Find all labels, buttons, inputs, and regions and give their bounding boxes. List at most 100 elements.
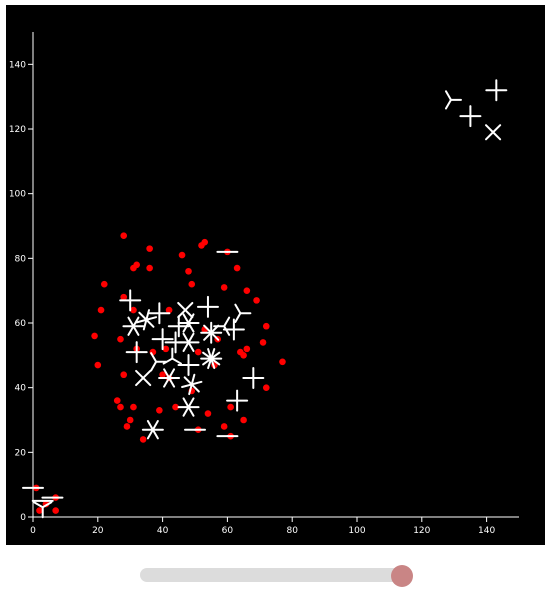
data-point	[165, 306, 173, 314]
glyph-ray	[127, 325, 135, 336]
slider-thumb[interactable]	[391, 565, 413, 587]
glyph-ray	[145, 318, 155, 328]
cluster-glyph	[177, 397, 200, 417]
slider-track[interactable]	[140, 568, 402, 582]
glyph-ray	[182, 406, 190, 417]
glyph-ray	[234, 312, 242, 323]
glyph-ray	[168, 376, 176, 388]
cluster-glyph	[33, 501, 53, 519]
glyph-ray	[142, 318, 148, 331]
time-slider[interactable]	[140, 565, 413, 587]
data-point	[259, 339, 267, 346]
cluster-glyph	[181, 373, 203, 396]
glyph-ray	[223, 316, 231, 328]
x-tick-label: 0	[30, 526, 36, 536]
glyph-ray	[223, 325, 231, 336]
cluster-glyph	[242, 366, 265, 389]
data-point	[194, 348, 202, 356]
data-point	[188, 280, 196, 288]
glyph-ray	[177, 301, 187, 312]
cluster-glyph	[444, 90, 462, 110]
glyph-ray	[150, 352, 158, 363]
scatter-chart: 0 20 40 60 80 100 120 140 0 20 40 60 80 100 120 140	[9, 32, 519, 536]
glyph-ray	[171, 357, 182, 365]
glyph-ray	[184, 309, 194, 319]
glyph-ray	[485, 131, 495, 141]
glyph-ray	[444, 90, 452, 101]
cluster-glyph	[148, 302, 171, 325]
data-point	[220, 284, 228, 291]
glyph-ray	[135, 318, 148, 324]
data-point	[97, 306, 105, 314]
glyph-ray	[182, 332, 190, 344]
plot-panel: 0 20 40 60 80 100 120 140 0 20 40 60 80 100 120 140	[6, 5, 545, 545]
glyph-ray	[187, 397, 195, 409]
cluster-glyph	[459, 105, 482, 128]
glyph-ray	[182, 397, 190, 409]
cluster-glyph	[122, 316, 145, 336]
y-tick-label: 60	[15, 319, 27, 329]
glyph-ray	[188, 383, 193, 396]
cluster-glyph	[167, 315, 190, 338]
data-point	[130, 403, 137, 411]
data-point	[36, 507, 43, 514]
data-point	[126, 416, 134, 424]
glyph-ray	[182, 341, 190, 353]
data-point	[159, 371, 166, 379]
cluster-glyph	[158, 368, 181, 388]
glyph-ray	[163, 376, 171, 388]
glyph-ray	[234, 303, 242, 315]
glyph-ray	[184, 301, 194, 312]
glyph-ray	[203, 331, 213, 341]
glyph-ray	[190, 380, 203, 386]
glyph-ray	[187, 332, 195, 344]
glyph-ray	[163, 368, 171, 379]
data-point	[220, 423, 228, 430]
data-point	[201, 238, 209, 246]
data-point	[123, 423, 131, 430]
x-tick-label: 40	[157, 526, 169, 536]
cluster-glyph	[226, 389, 249, 412]
glyph-ray	[210, 357, 221, 366]
cluster-glyph	[151, 328, 174, 351]
cluster-glyph	[213, 316, 231, 336]
glyph-ray	[135, 376, 145, 387]
data-point	[240, 416, 247, 424]
cluster-glyph	[150, 352, 168, 372]
data-point	[162, 345, 170, 353]
glyph-ray	[132, 316, 140, 328]
glyph-ray	[190, 383, 200, 393]
data-point	[243, 287, 251, 294]
glyph-ray	[187, 313, 195, 324]
data-point	[100, 280, 108, 288]
cluster-glyph	[125, 341, 148, 364]
x-tick-label: 80	[286, 526, 298, 536]
glyph-ray	[162, 357, 174, 365]
data-point	[52, 507, 59, 514]
glyph-ray	[146, 420, 154, 431]
glyph-ray	[187, 341, 195, 353]
cluster-glyph	[485, 124, 502, 141]
cluster-glyph	[164, 331, 187, 354]
data-point	[253, 297, 260, 304]
data-point	[130, 306, 137, 314]
y-tick-label: 20	[15, 448, 27, 458]
data-point	[178, 251, 186, 259]
data-point	[279, 358, 286, 366]
glyph-ray	[181, 383, 193, 389]
y-tick-label: 140	[9, 60, 26, 70]
glyph-ray	[142, 376, 152, 387]
glyph-ray	[146, 428, 154, 440]
data-point	[227, 403, 234, 411]
cluster-glyph	[119, 289, 142, 312]
cluster-glyph	[162, 347, 182, 365]
y-tick-label: 120	[9, 125, 26, 135]
glyph-ray	[145, 316, 158, 321]
glyph-ray	[485, 124, 495, 134]
x-tick-label: 60	[222, 526, 234, 536]
data-point	[243, 345, 251, 353]
glyph-ray	[190, 373, 196, 386]
glyph-ray	[151, 420, 159, 431]
data-point	[91, 332, 98, 340]
x-tick-label: 20	[92, 526, 104, 536]
